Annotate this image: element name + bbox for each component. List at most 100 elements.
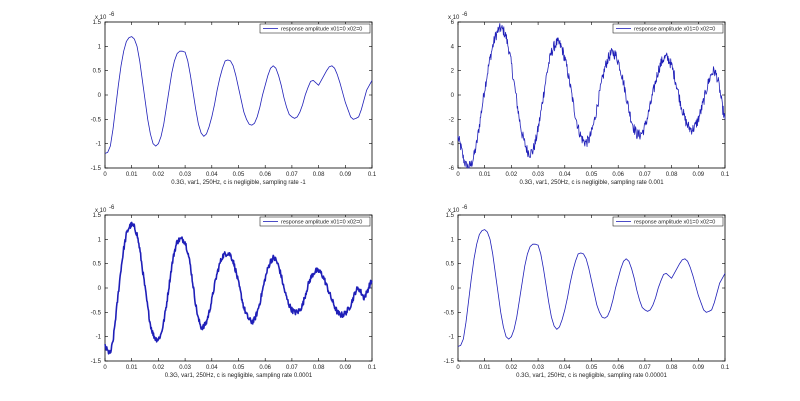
x-tick-label: 0.02 xyxy=(153,172,165,178)
chart-panel-4: 0 0.01 0.02 0.03 0.04 0.05 0.06 0.07 0.08 0.09 0.1… xyxy=(444,205,730,379)
series-line xyxy=(457,23,726,169)
exponent-label: x 10 xyxy=(448,208,460,214)
x-tick-label: 0.07 xyxy=(639,172,651,178)
x-tick-label: 0.08 xyxy=(313,365,325,371)
x-tick-label: 0.03 xyxy=(179,172,191,178)
x-tick-label: 0.09 xyxy=(692,172,704,178)
x-tick-label: 0.02 xyxy=(506,172,518,178)
y-tick-label: 1.5 xyxy=(93,20,102,26)
legend-label: response amplitude x01=0 x02=0 xyxy=(281,220,362,226)
plot-area xyxy=(457,214,726,362)
y-tick-label: 1 xyxy=(451,237,455,243)
y-tick-label: 1.5 xyxy=(93,213,102,219)
exponent-power: -6 xyxy=(462,205,468,211)
x-tick-label: 0.03 xyxy=(179,365,191,371)
x-tick-label: 0.06 xyxy=(612,172,624,178)
y-tick-label: 2 xyxy=(451,69,455,75)
exponent-power: -6 xyxy=(109,12,115,18)
legend-label: response amplitude x01=0 x02=0 xyxy=(281,27,362,33)
y-tick-label: -1 xyxy=(96,142,102,148)
x-tick-label: 0.05 xyxy=(586,172,598,178)
series-line xyxy=(104,221,373,355)
legend-box xyxy=(259,216,371,227)
y-tick-label: 0.5 xyxy=(93,262,102,268)
legend-box xyxy=(612,23,724,34)
x-tick-label: 0.06 xyxy=(259,172,271,178)
y-tick-label: -4 xyxy=(449,142,455,148)
x-tick-label: 0.04 xyxy=(206,172,218,178)
series-line xyxy=(457,229,726,347)
x-tick-label: 0.06 xyxy=(259,365,271,371)
x-tick-label: 0 xyxy=(456,172,460,178)
x-tick-label: 0 xyxy=(103,172,107,178)
y-tick-label: 0 xyxy=(98,286,102,292)
legend-label: response amplitude x01=0 x02=0 xyxy=(634,27,715,33)
x-tick-label: 0.09 xyxy=(339,172,351,178)
x-tick-label: 0.04 xyxy=(559,365,571,371)
x-tick-label: 0.05 xyxy=(233,172,245,178)
x-axis-label: 0.3G, var1, 250Hz, c is negligible, samp… xyxy=(165,373,313,379)
x-tick-label: 0.01 xyxy=(479,365,491,371)
series-line xyxy=(104,36,373,154)
x-tick-label: 0.1 xyxy=(368,172,377,178)
y-tick-label: -0.5 xyxy=(91,310,102,316)
exponent-power: -6 xyxy=(462,12,468,18)
x-tick-label: 0.04 xyxy=(206,365,218,371)
x-tick-label: 0.1 xyxy=(721,172,730,178)
x-tick-label: 0.09 xyxy=(692,365,704,371)
chart-panel-3: 0 0.01 0.02 0.03 0.04 0.05 0.06 0.07 0.08 0.09 0.1… xyxy=(91,205,377,379)
exponent-power: -6 xyxy=(109,205,115,211)
x-tick-label: 0.09 xyxy=(339,365,351,371)
y-tick-label: -1.5 xyxy=(91,166,102,172)
y-tick-label: -0.5 xyxy=(444,310,455,316)
chart-panel-2: 0 0.01 0.02 0.03 0.04 0.05 0.06 0.07 0.08 0.09 0.1… xyxy=(448,12,730,186)
x-tick-label: 0.04 xyxy=(559,172,571,178)
x-tick-label: 0.08 xyxy=(666,365,678,371)
y-tick-label: -6 xyxy=(449,166,455,172)
y-tick-label: 0 xyxy=(451,93,455,99)
y-tick-label: 0 xyxy=(451,286,455,292)
exponent-label: x 10 xyxy=(448,15,460,21)
exponent-label: x 10 xyxy=(95,208,107,214)
x-tick-label: 0.07 xyxy=(286,365,298,371)
y-tick-label: 4 xyxy=(451,44,455,50)
y-tick-label: 1 xyxy=(98,237,102,243)
x-tick-label: 0.05 xyxy=(233,365,245,371)
x-tick-label: 0.05 xyxy=(586,365,598,371)
x-tick-label: 0.08 xyxy=(666,172,678,178)
exponent-label: x 10 xyxy=(95,15,107,21)
chart-panel-1: 0 0.01 0.02 0.03 0.04 0.05 0.06 0.07 0.08 0.09 0.1… xyxy=(91,12,377,186)
y-tick-label: 1 xyxy=(98,44,102,50)
y-tick-label: -1 xyxy=(96,335,102,341)
legend-label: response amplitude x01=0 x02=0 xyxy=(634,220,715,226)
x-tick-label: 0.07 xyxy=(639,365,651,371)
x-tick-label: 0 xyxy=(103,365,107,371)
x-axis-label: 0.3G, var1, 250Hz, c is negligible, samp… xyxy=(171,180,306,186)
y-tick-label: -0.5 xyxy=(91,117,102,123)
legend-box xyxy=(259,23,371,34)
x-tick-label: 0.01 xyxy=(126,172,138,178)
x-axis-label: 0.3G, var1, 250Hz, c is negligible, samp… xyxy=(516,373,667,379)
y-tick-label: -1.5 xyxy=(444,359,455,365)
x-tick-label: 0.01 xyxy=(479,172,491,178)
x-tick-label: 0.02 xyxy=(153,365,165,371)
plot-area xyxy=(457,21,726,169)
x-axis-label: 0.3G, var1, 250Hz, c is negligible, samp… xyxy=(519,180,664,186)
y-tick-label: 0 xyxy=(98,93,102,99)
x-tick-label: 0.01 xyxy=(126,365,138,371)
y-tick-label: 1.5 xyxy=(446,213,455,219)
x-tick-label: 0.08 xyxy=(313,172,325,178)
y-tick-label: -1 xyxy=(449,335,455,341)
y-tick-label: -2 xyxy=(449,117,455,123)
x-tick-label: 0.03 xyxy=(532,365,544,371)
x-tick-label: 0.06 xyxy=(612,365,624,371)
y-tick-label: 0.5 xyxy=(93,69,102,75)
x-tick-label: 0 xyxy=(456,365,460,371)
x-tick-label: 0.03 xyxy=(532,172,544,178)
x-tick-label: 0.1 xyxy=(368,365,377,371)
x-tick-label: 0.1 xyxy=(721,365,730,371)
y-tick-label: 6 xyxy=(451,20,455,26)
legend-box xyxy=(612,216,724,227)
x-tick-label: 0.07 xyxy=(286,172,298,178)
